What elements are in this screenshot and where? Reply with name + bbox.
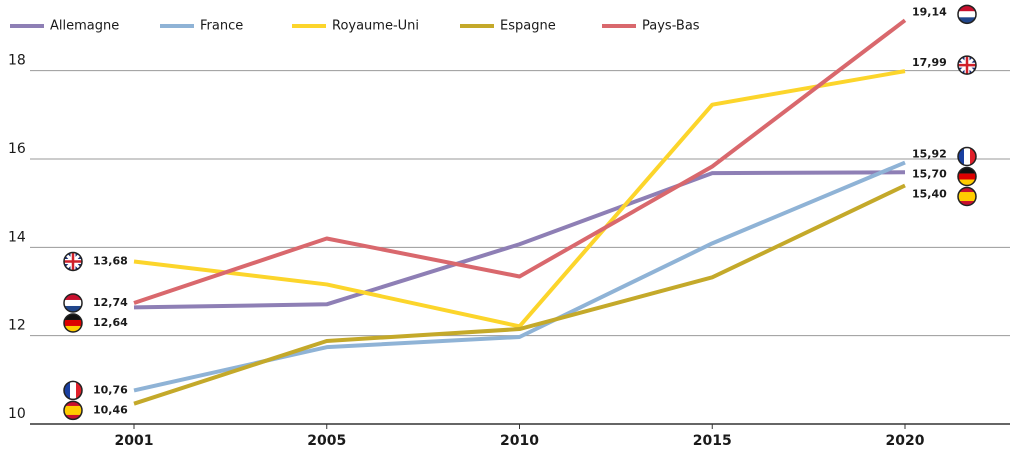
flag-band [64,405,82,415]
y-tick-label: 18 [8,53,26,69]
flag-body [958,167,976,186]
flag-body [64,313,82,332]
legend-label: Pays-Bas [642,19,700,34]
flag-ring [63,293,83,313]
flag-icon [63,251,83,272]
y-tick-label: 12 [8,318,26,334]
flag-ring [957,146,977,167]
value-label: 12,64 [93,316,128,329]
x-tick-label: 2005 [307,433,346,449]
flag-band [76,381,82,400]
x-tick-label: 2010 [500,433,539,449]
flag-icon [957,166,977,187]
value-label: 10,46 [93,403,128,416]
flag-band [958,167,976,174]
legend-label: Espagne [500,19,556,34]
flag-ring [63,380,83,401]
line-series [133,170,906,310]
flag-body [958,187,976,206]
y-tick-label: 10 [8,406,26,422]
legend-label: Allemagne [50,19,119,34]
flag-band [64,313,82,320]
flag-icon [957,146,977,167]
flag-ring [63,400,83,421]
flag-icon [957,186,977,207]
x-tick-label: 2001 [115,433,154,449]
flag-band [958,192,976,202]
value-label: 12,74 [93,296,128,309]
flag-icon [63,380,83,401]
value-label: 15,40 [912,188,947,201]
value-label: 10,76 [93,383,128,396]
flag-ring [63,313,83,333]
value-label: 15,92 [912,148,947,161]
flag-band [64,293,82,300]
flag-icon [957,55,977,75]
flag-band [64,325,82,332]
flag-cross [958,56,976,75]
legend-label: Royaume-Uni [332,19,419,34]
flag-ring [957,186,977,207]
flag-band [958,147,964,166]
flag-band [964,147,970,166]
flag-icon [63,293,83,313]
flag-band [70,381,76,400]
value-label: 13,68 [93,254,128,267]
flag-band [958,179,976,186]
x-tick-label: 2020 [886,433,925,449]
legend-label: France [200,19,243,34]
flag-body [64,381,82,400]
flag-icon [63,400,83,421]
flag-cross [64,252,82,271]
y-tick-label: 14 [8,229,26,245]
flag-band [64,299,82,306]
flag-band [958,17,976,24]
flag-icon [63,313,83,333]
flag-body [958,56,976,75]
flag-band [64,381,70,400]
value-label: 15,70 [912,168,947,181]
flag-band [64,305,82,312]
value-label: 17,99 [912,56,947,69]
value-label: 19,14 [912,5,947,18]
flag-body [64,293,82,312]
line-series [133,69,906,329]
flag-icon [957,4,977,25]
flag-body [958,147,976,166]
flag-band [958,173,976,180]
line-series [133,18,907,305]
y-tick-label: 16 [8,141,26,157]
flag-ring [957,4,977,25]
flag-band [958,5,976,12]
x-tick-label: 2015 [693,433,732,449]
flag-band [958,11,976,18]
flag-band [64,319,82,326]
flag-body [64,401,82,420]
flag-ring [63,251,83,272]
flag-band [970,147,976,166]
line-series [133,183,906,406]
flag-ring [957,166,977,187]
flag-body [958,5,976,24]
flag-ring [957,55,977,75]
